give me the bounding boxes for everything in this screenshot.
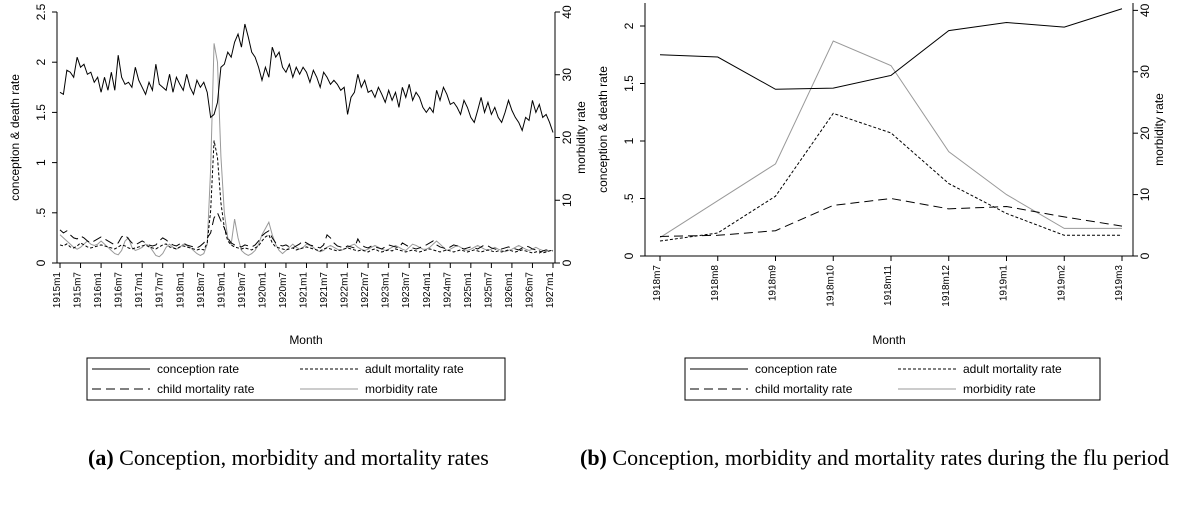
caption-label: (b) — [580, 445, 607, 470]
series-line — [59, 43, 553, 258]
x-tick-label: 1926m1 — [504, 272, 515, 309]
y2-axis-title: morbidity rate — [1152, 93, 1166, 166]
legend-label: adult mortality rate — [963, 362, 1062, 376]
y-tick-label: 1 — [622, 137, 636, 144]
legend-label: conception rate — [157, 362, 239, 376]
x-tick-label: 1921m1 — [299, 272, 310, 309]
x-tick-label: 1918m10 — [825, 265, 836, 307]
y2-tick-label: 30 — [1138, 65, 1152, 79]
x-tick-label: 1918m7 — [196, 272, 207, 309]
series-line — [59, 23, 554, 133]
x-tick-label: 1924m7 — [442, 272, 453, 309]
y2-tick-label: 20 — [560, 131, 574, 145]
y2-tick-label: 20 — [1138, 126, 1152, 140]
caption-a: (a) Conception, morbidity and mortality … — [88, 440, 568, 476]
legend-label: adult mortality rate — [365, 362, 464, 376]
y-axis-title: conception & death rate — [596, 66, 610, 193]
x-tick-label: 1921m7 — [319, 272, 330, 309]
x-tick-label: 1919m1 — [216, 272, 227, 309]
legend-box — [86, 357, 506, 401]
legend-box — [684, 357, 1101, 401]
y2-axis-title: morbidity rate — [574, 101, 588, 174]
x-tick-label: 1922m1 — [340, 272, 351, 309]
x-tick-label: 1918m7 — [652, 265, 663, 302]
x-tick-label: 1925m1 — [463, 272, 474, 309]
x-tick-label: 1924m1 — [422, 272, 433, 309]
y2-tick-label: 0 — [560, 259, 574, 266]
y-tick-label: 1.5 — [34, 104, 48, 121]
x-tick-label: 1926m7 — [524, 272, 535, 309]
caption-label: (a) — [88, 445, 114, 470]
legend-label: child mortality rate — [157, 382, 255, 396]
x-tick-label: 1925m7 — [483, 272, 494, 309]
caption-text: Conception, morbidity and mortality rate… — [612, 445, 1169, 470]
y2-tick-label: 40 — [560, 5, 574, 19]
y2-tick-label: 30 — [560, 68, 574, 82]
series-line — [59, 140, 554, 254]
x-tick-label: 1922m7 — [360, 272, 371, 309]
x-tick-label: 1919m2 — [1056, 265, 1067, 302]
legend-label: child mortality rate — [755, 382, 853, 396]
legend-label: morbidity rate — [963, 382, 1036, 396]
x-tick-label: 1917m1 — [134, 272, 145, 309]
legend-label: conception rate — [755, 362, 837, 376]
y-tick-label: 0 — [34, 259, 48, 266]
y2-tick-label: 10 — [1138, 188, 1152, 202]
x-tick-label: 1915m1 — [52, 272, 63, 309]
x-axis-title: Month — [289, 333, 322, 347]
y-tick-label: 1.5 — [622, 75, 636, 92]
x-tick-label: 1916m7 — [114, 272, 125, 309]
y-tick-label: 2 — [622, 22, 636, 29]
y-tick-label: .5 — [34, 207, 48, 217]
x-tick-label: 1918m1 — [175, 272, 186, 309]
x-tick-label: 1918m8 — [710, 265, 721, 302]
x-axis-title: Month — [872, 333, 905, 347]
x-tick-label: 1915m7 — [73, 272, 84, 309]
x-tick-label: 1918m9 — [768, 265, 779, 302]
series-line — [59, 211, 553, 254]
x-tick-label: 1916m1 — [93, 272, 104, 309]
x-tick-label: 1918m11 — [883, 265, 894, 306]
series-line — [659, 112, 1122, 242]
y-tick-label: 0 — [622, 252, 636, 259]
legend-label: morbidity rate — [365, 382, 438, 396]
x-tick-label: 1920m7 — [278, 272, 289, 309]
x-tick-label: 1919m3 — [1114, 265, 1125, 302]
y2-tick-label: 10 — [560, 193, 574, 207]
caption-text: Conception, morbidity and mortality rate… — [119, 445, 489, 470]
x-tick-label: 1917m7 — [155, 272, 166, 309]
series-line — [659, 197, 1123, 237]
x-tick-label: 1919m7 — [237, 272, 248, 309]
y-axis-title: conception & death rate — [8, 74, 22, 201]
y2-tick-label: 0 — [1138, 252, 1152, 259]
caption-b: (b) Conception, morbidity and mortality … — [580, 440, 1183, 476]
x-tick-label: 1919m1 — [999, 265, 1010, 302]
x-tick-label: 1920m1 — [257, 272, 268, 309]
series-line — [659, 40, 1122, 239]
y2-tick-label: 40 — [1138, 3, 1152, 17]
y-tick-label: .5 — [622, 193, 636, 203]
y-tick-label: 2 — [34, 59, 48, 66]
y-tick-label: 2.5 — [34, 3, 48, 20]
x-tick-label: 1927m1 — [545, 272, 556, 309]
x-tick-label: 1918m12 — [941, 265, 952, 307]
x-tick-label: 1923m1 — [381, 272, 392, 309]
x-tick-label: 1923m7 — [401, 272, 412, 309]
y-tick-label: 1 — [34, 159, 48, 166]
series-line — [659, 8, 1123, 90]
